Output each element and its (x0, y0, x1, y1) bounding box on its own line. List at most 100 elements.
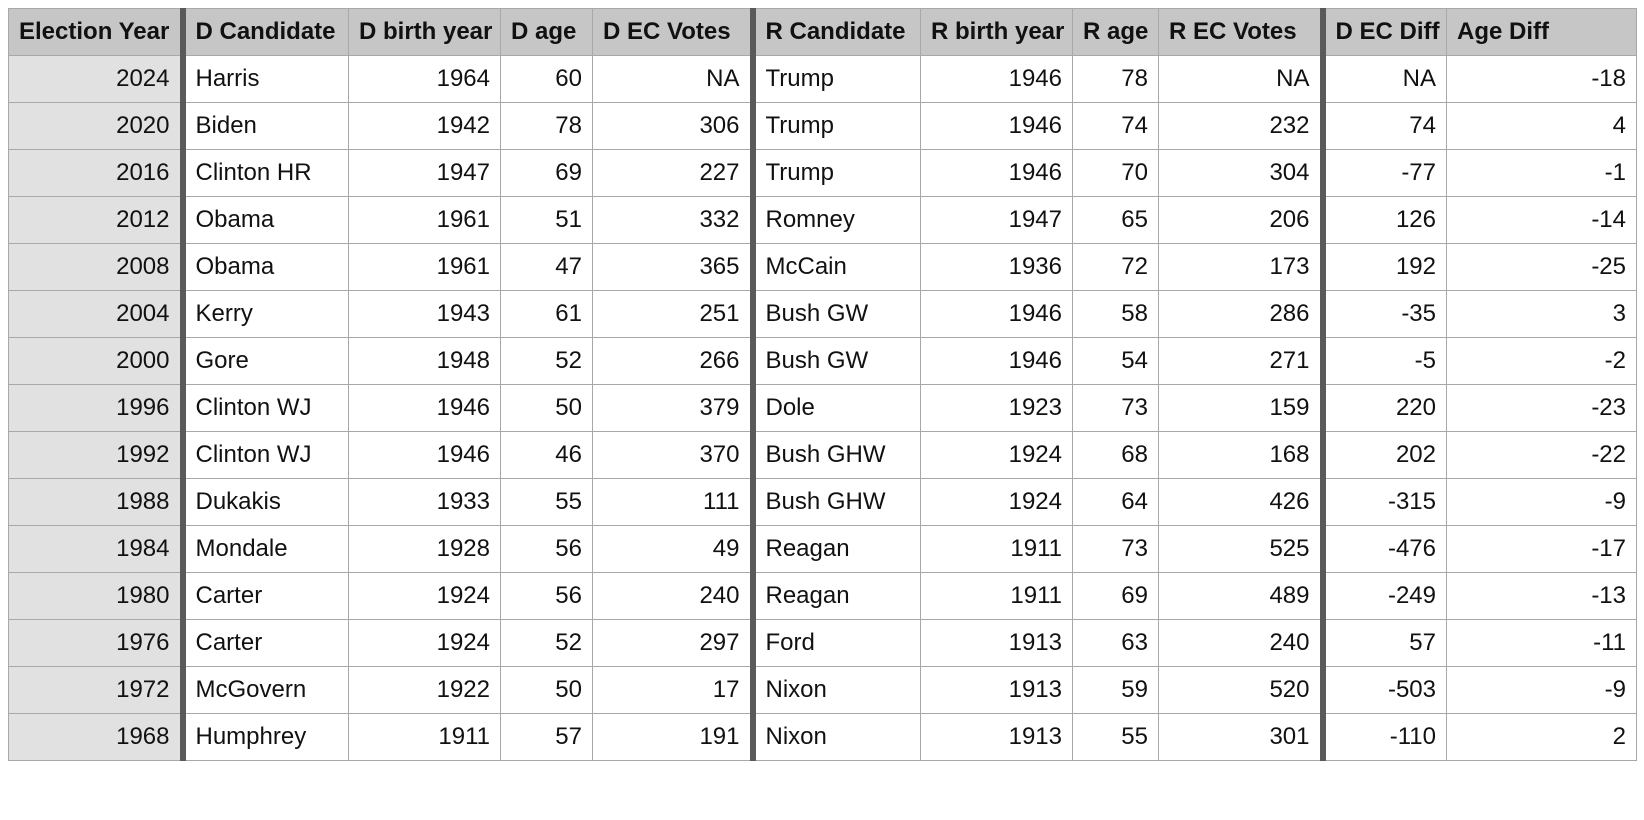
cell-r-candidate[interactable]: Nixon (752, 713, 921, 761)
cell-d-birth[interactable]: 1924 (348, 572, 501, 620)
cell-d-birth[interactable]: 1947 (348, 149, 501, 197)
cell-d-ec[interactable]: 111 (592, 478, 756, 526)
cell-r-age[interactable]: 64 (1072, 478, 1159, 526)
cell-d-age[interactable]: 47 (500, 243, 593, 291)
cell-age-diff[interactable]: -9 (1446, 478, 1637, 526)
cell-d-age[interactable]: 46 (500, 431, 593, 479)
cell-d-ec[interactable]: 17 (592, 666, 756, 714)
cell-d-birth[interactable]: 1933 (348, 478, 501, 526)
column-header-r-ec[interactable]: R EC Votes (1158, 8, 1326, 56)
column-header-d-ec[interactable]: D EC Votes (592, 8, 756, 56)
cell-d-candidate[interactable]: Clinton WJ (182, 431, 349, 479)
cell-ec-diff[interactable]: 74 (1322, 102, 1447, 150)
cell-r-birth[interactable]: 1911 (920, 525, 1073, 573)
cell-d-birth[interactable]: 1943 (348, 290, 501, 338)
cell-r-candidate[interactable]: Reagan (752, 525, 921, 573)
cell-r-age[interactable]: 73 (1072, 525, 1159, 573)
cell-age-diff[interactable]: -1 (1446, 149, 1637, 197)
cell-d-candidate[interactable]: Carter (182, 572, 349, 620)
cell-d-ec[interactable]: 266 (592, 337, 756, 385)
cell-r-ec[interactable]: 206 (1158, 196, 1326, 244)
cell-r-age[interactable]: 74 (1072, 102, 1159, 150)
cell-d-birth[interactable]: 1924 (348, 619, 501, 667)
cell-ec-diff[interactable]: -5 (1322, 337, 1447, 385)
cell-ec-diff[interactable]: -503 (1322, 666, 1447, 714)
cell-year[interactable]: 1992 (8, 431, 186, 479)
cell-r-candidate[interactable]: Trump (752, 102, 921, 150)
cell-r-ec[interactable]: 232 (1158, 102, 1326, 150)
cell-r-birth[interactable]: 1946 (920, 55, 1073, 103)
cell-ec-diff[interactable]: 126 (1322, 196, 1447, 244)
column-header-ec-diff[interactable]: D EC Diff (1322, 8, 1447, 56)
cell-year[interactable]: 2004 (8, 290, 186, 338)
cell-year[interactable]: 1980 (8, 572, 186, 620)
cell-age-diff[interactable]: -9 (1446, 666, 1637, 714)
cell-ec-diff[interactable]: 202 (1322, 431, 1447, 479)
cell-r-candidate[interactable]: Reagan (752, 572, 921, 620)
cell-r-age[interactable]: 63 (1072, 619, 1159, 667)
cell-d-ec[interactable]: 240 (592, 572, 756, 620)
cell-ec-diff[interactable]: -35 (1322, 290, 1447, 338)
cell-r-candidate[interactable]: Bush GHW (752, 478, 921, 526)
cell-d-ec[interactable]: 251 (592, 290, 756, 338)
cell-d-ec[interactable]: 306 (592, 102, 756, 150)
cell-r-birth[interactable]: 1924 (920, 431, 1073, 479)
cell-d-ec[interactable]: 191 (592, 713, 756, 761)
cell-d-age[interactable]: 69 (500, 149, 593, 197)
cell-d-age[interactable]: 78 (500, 102, 593, 150)
cell-d-age[interactable]: 50 (500, 384, 593, 432)
cell-d-age[interactable]: 56 (500, 525, 593, 573)
cell-r-age[interactable]: 55 (1072, 713, 1159, 761)
cell-year[interactable]: 1988 (8, 478, 186, 526)
cell-r-birth[interactable]: 1946 (920, 149, 1073, 197)
cell-d-candidate[interactable]: Mondale (182, 525, 349, 573)
cell-d-candidate[interactable]: Biden (182, 102, 349, 150)
cell-d-ec[interactable]: 297 (592, 619, 756, 667)
cell-age-diff[interactable]: -11 (1446, 619, 1637, 667)
cell-d-birth[interactable]: 1946 (348, 384, 501, 432)
cell-d-candidate[interactable]: Harris (182, 55, 349, 103)
cell-r-ec[interactable]: 271 (1158, 337, 1326, 385)
column-header-r-age[interactable]: R age (1072, 8, 1159, 56)
cell-year[interactable]: 2012 (8, 196, 186, 244)
cell-r-ec[interactable]: 286 (1158, 290, 1326, 338)
cell-d-birth[interactable]: 1964 (348, 55, 501, 103)
cell-age-diff[interactable]: 3 (1446, 290, 1637, 338)
cell-age-diff[interactable]: -18 (1446, 55, 1637, 103)
cell-d-ec[interactable]: NA (592, 55, 756, 103)
cell-r-ec[interactable]: 159 (1158, 384, 1326, 432)
cell-d-candidate[interactable]: Humphrey (182, 713, 349, 761)
column-header-year[interactable]: Election Year (8, 8, 186, 56)
cell-d-birth[interactable]: 1928 (348, 525, 501, 573)
cell-d-birth[interactable]: 1942 (348, 102, 501, 150)
cell-d-age[interactable]: 56 (500, 572, 593, 620)
cell-age-diff[interactable]: -23 (1446, 384, 1637, 432)
cell-ec-diff[interactable]: -249 (1322, 572, 1447, 620)
cell-r-candidate[interactable]: Trump (752, 149, 921, 197)
cell-r-ec[interactable]: 168 (1158, 431, 1326, 479)
cell-r-age[interactable]: 70 (1072, 149, 1159, 197)
cell-ec-diff[interactable]: -476 (1322, 525, 1447, 573)
cell-r-candidate[interactable]: Romney (752, 196, 921, 244)
cell-r-ec[interactable]: 426 (1158, 478, 1326, 526)
cell-age-diff[interactable]: 2 (1446, 713, 1637, 761)
cell-ec-diff[interactable]: 57 (1322, 619, 1447, 667)
cell-d-candidate[interactable]: Kerry (182, 290, 349, 338)
cell-year[interactable]: 1984 (8, 525, 186, 573)
cell-year[interactable]: 1972 (8, 666, 186, 714)
cell-r-age[interactable]: 54 (1072, 337, 1159, 385)
cell-r-age[interactable]: 58 (1072, 290, 1159, 338)
cell-year[interactable]: 1976 (8, 619, 186, 667)
cell-age-diff[interactable]: -22 (1446, 431, 1637, 479)
cell-d-candidate[interactable]: Gore (182, 337, 349, 385)
cell-d-birth[interactable]: 1961 (348, 243, 501, 291)
cell-r-ec[interactable]: 301 (1158, 713, 1326, 761)
cell-r-birth[interactable]: 1923 (920, 384, 1073, 432)
cell-d-candidate[interactable]: Clinton WJ (182, 384, 349, 432)
cell-r-age[interactable]: 73 (1072, 384, 1159, 432)
cell-d-ec[interactable]: 49 (592, 525, 756, 573)
cell-age-diff[interactable]: -14 (1446, 196, 1637, 244)
cell-d-birth[interactable]: 1948 (348, 337, 501, 385)
cell-r-ec[interactable]: 304 (1158, 149, 1326, 197)
cell-year[interactable]: 2024 (8, 55, 186, 103)
